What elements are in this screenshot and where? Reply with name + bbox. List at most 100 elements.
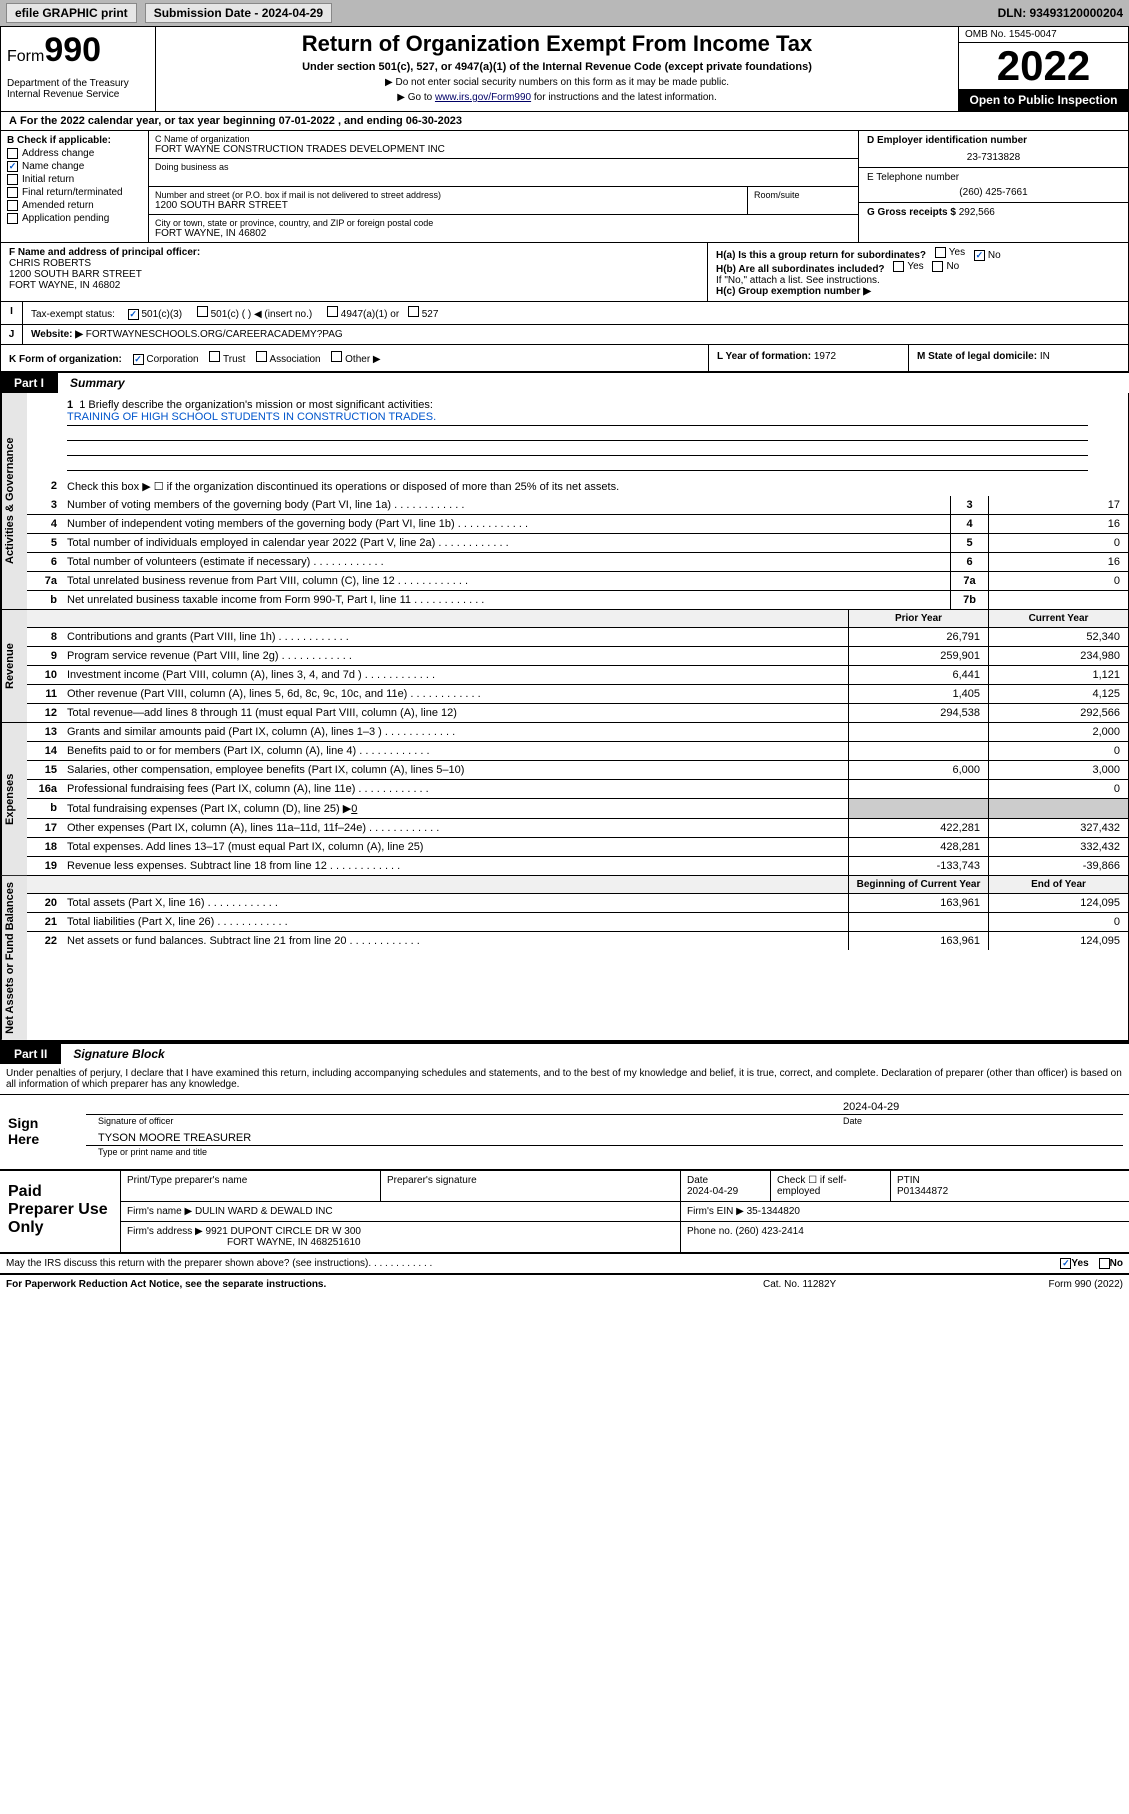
val-5: 0	[988, 534, 1128, 552]
p10: 6,441	[848, 666, 988, 684]
p16a	[848, 780, 988, 798]
chk-assoc[interactable]	[256, 351, 267, 362]
c15: 3,000	[988, 761, 1128, 779]
irs-link[interactable]: www.irs.gov/Form990	[435, 92, 531, 103]
chk-app-pending[interactable]	[7, 213, 18, 224]
chk-trust[interactable]	[209, 351, 220, 362]
ha-label: H(a) Is this a group return for subordin…	[716, 250, 926, 261]
val-7a: 0	[988, 572, 1128, 590]
efile-button[interactable]: efile GRAPHIC print	[6, 3, 137, 23]
side-governance: Activities & Governance	[1, 393, 27, 609]
chk-addr-change[interactable]	[7, 148, 18, 159]
form-header: Form990 Department of the Treasury Inter…	[0, 26, 1129, 112]
c8: 52,340	[988, 628, 1128, 646]
addr-label: Number and street (or P.O. box if mail i…	[155, 190, 741, 200]
phone-value: (260) 425-7661	[867, 187, 1120, 198]
line-20: Total assets (Part X, line 16)	[63, 894, 848, 912]
c22: 124,095	[988, 932, 1128, 950]
chk-final[interactable]	[7, 187, 18, 198]
p15: 6,000	[848, 761, 988, 779]
line-21: Total liabilities (Part X, line 26)	[63, 913, 848, 931]
top-bar: efile GRAPHIC print Submission Date - 20…	[0, 0, 1129, 26]
dln-label: DLN: 93493120000204	[998, 6, 1123, 20]
p11: 1,405	[848, 685, 988, 703]
line-19: Revenue less expenses. Subtract line 18 …	[63, 857, 848, 875]
org-address: 1200 SOUTH BARR STREET	[155, 200, 741, 211]
open-to-public: Open to Public Inspection	[959, 89, 1128, 111]
c16a: 0	[988, 780, 1128, 798]
d-label: D Employer identification number	[867, 135, 1120, 146]
officer-addr1: 1200 SOUTH BARR STREET	[9, 269, 699, 280]
chk-501c[interactable]	[197, 306, 208, 317]
p17: 422,281	[848, 819, 988, 837]
mission-text: TRAINING OF HIGH SCHOOL STUDENTS IN CONS…	[67, 411, 1088, 426]
year-formation: 1972	[814, 351, 836, 362]
self-employed: Check ☐ if self-employed	[771, 1171, 891, 1201]
paid-preparer-block: Paid Preparer Use Only Print/Type prepar…	[0, 1171, 1129, 1254]
sig-date: 2024-04-29	[843, 1101, 1123, 1114]
chk-other[interactable]	[331, 351, 342, 362]
firm-phone-cell: Phone no. (260) 423-2414	[681, 1222, 1129, 1252]
chk-4947[interactable]	[327, 306, 338, 317]
line-13: Grants and similar amounts paid (Part IX…	[63, 723, 848, 741]
c-label: C Name of organization	[155, 134, 852, 144]
l-label: L Year of formation:	[717, 351, 811, 362]
p13	[848, 723, 988, 741]
line-15: Salaries, other compensation, employee b…	[63, 761, 848, 779]
mission-question: 1 1 Briefly describe the organization's …	[67, 399, 1088, 411]
hdr-current: Current Year	[988, 610, 1128, 627]
line-3: Number of voting members of the governin…	[63, 496, 950, 514]
form-subtitle: Under section 501(c), 527, or 4947(a)(1)…	[162, 61, 952, 73]
chk-initial[interactable]	[7, 174, 18, 185]
ha-no[interactable]	[974, 250, 985, 261]
ha-yes[interactable]	[935, 247, 946, 258]
chk-527[interactable]	[408, 306, 419, 317]
section-b-row: B Check if applicable: Address change Na…	[0, 131, 1129, 243]
org-city: FORT WAYNE, IN 46802	[155, 228, 852, 239]
side-revenue: Revenue	[1, 610, 27, 722]
line-17: Other expenses (Part IX, column (A), lin…	[63, 819, 848, 837]
j-label: Website: ▶	[31, 329, 83, 340]
form-org-row: K Form of organization: Corporation Trus…	[0, 345, 1129, 373]
g-label: G Gross receipts $	[867, 207, 956, 218]
hb-label: H(b) Are all subordinates included?	[716, 264, 885, 275]
firm-name-cell: Firm's name ▶ DULIN WARD & DEWALD INC	[121, 1202, 681, 1221]
sig-officer-label: Signature of officer	[98, 1116, 843, 1126]
tax-status-row: I Tax-exempt status: 501(c)(3) 501(c) ( …	[0, 302, 1129, 325]
line-18: Total expenses. Add lines 13–17 (must eq…	[63, 838, 848, 856]
form-title: Return of Organization Exempt From Incom…	[162, 31, 952, 57]
line-12: Total revenue—add lines 8 through 11 (mu…	[63, 704, 848, 722]
chk-amended[interactable]	[7, 200, 18, 211]
officer-name-title: TYSON MOORE TREASURER	[86, 1132, 1123, 1145]
c14: 0	[988, 742, 1128, 760]
p14	[848, 742, 988, 760]
line-5: Total number of individuals employed in …	[63, 534, 950, 552]
footer: For Paperwork Reduction Act Notice, see …	[0, 1273, 1129, 1294]
discuss-yes[interactable]	[1060, 1258, 1071, 1269]
irs-discuss-row: May the IRS discuss this return with the…	[0, 1254, 1129, 1273]
chk-corp[interactable]	[133, 354, 144, 365]
city-label: City or town, state or province, country…	[155, 218, 852, 228]
hb-yes[interactable]	[893, 261, 904, 272]
i-label: Tax-exempt status:	[31, 309, 115, 320]
sig-date-label: Date	[843, 1116, 1123, 1126]
hb-no[interactable]	[932, 261, 943, 272]
p18: 428,281	[848, 838, 988, 856]
line-16b: Total fundraising expenses (Part IX, col…	[63, 799, 848, 818]
line-14: Benefits paid to or for members (Part IX…	[63, 742, 848, 760]
chk-name-change[interactable]	[7, 161, 18, 172]
p8: 26,791	[848, 628, 988, 646]
f-label: F Name and address of principal officer:	[9, 247, 699, 258]
firm-addr-cell: Firm's address ▶ 9921 DUPONT CIRCLE DR W…	[121, 1222, 681, 1252]
penalty-text: Under penalties of perjury, I declare th…	[0, 1064, 1129, 1095]
firm-ein-cell: Firm's EIN ▶ 35-1344820	[681, 1202, 1129, 1221]
discuss-no[interactable]	[1099, 1258, 1110, 1269]
domicile-state: IN	[1040, 351, 1050, 362]
hdr-end: End of Year	[988, 876, 1128, 893]
m-label: M State of legal domicile:	[917, 351, 1037, 362]
line-6: Total number of volunteers (estimate if …	[63, 553, 950, 571]
line-2: Check this box ▶ ☐ if the organization d…	[63, 477, 1128, 496]
chk-501c3[interactable]	[128, 309, 139, 320]
prep-date-cell: Date2024-04-29	[681, 1171, 771, 1201]
c19: -39,866	[988, 857, 1128, 875]
